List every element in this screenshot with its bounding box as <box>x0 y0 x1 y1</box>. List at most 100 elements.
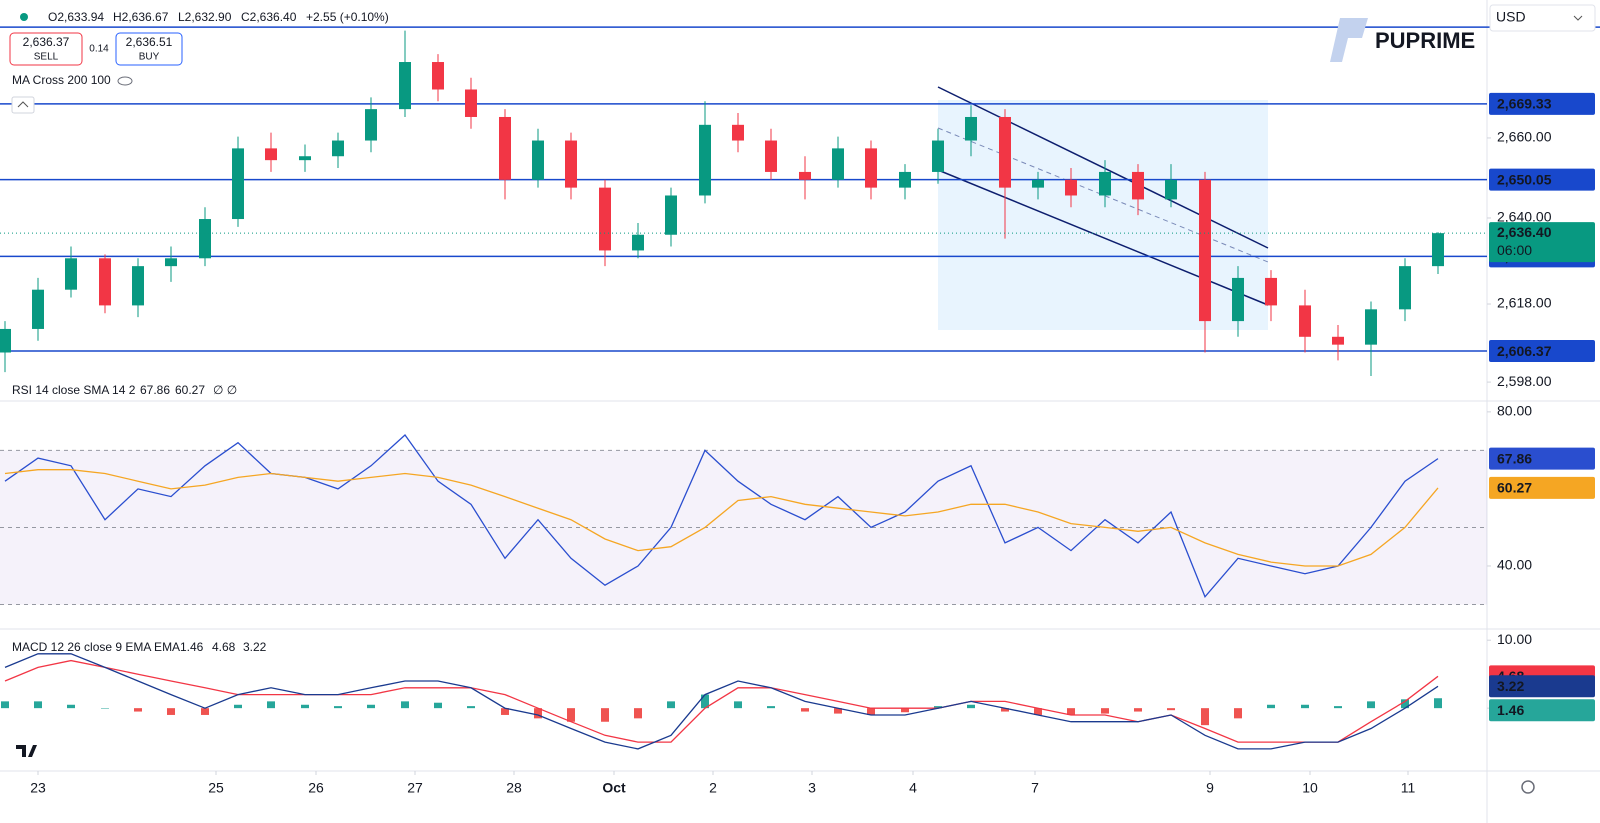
y-tick-label: 2,660.00 <box>1497 129 1552 145</box>
macd-histogram-bar <box>801 708 809 712</box>
macd-title: MACD 12 26 close 9 EMA EMA <box>12 640 180 654</box>
macd-histogram-bar <box>1334 706 1342 709</box>
candle-body <box>99 258 111 306</box>
buy-button[interactable]: 2,636.51 BUY <box>115 32 183 66</box>
candle-body <box>1299 305 1311 337</box>
candle-body <box>532 140 544 180</box>
candle-body <box>1065 179 1077 196</box>
settings-icon[interactable] <box>1521 780 1535 794</box>
macd-histogram-bar <box>901 708 909 713</box>
x-tick-label: 9 <box>1206 780 1214 796</box>
macd-histogram-bar <box>1434 698 1442 709</box>
macd-histogram-bar <box>667 701 675 709</box>
macd-histogram-bar <box>101 708 109 709</box>
candle-body <box>632 234 644 251</box>
x-tick-label: 27 <box>407 780 423 796</box>
candle-body <box>499 116 511 180</box>
candle-body <box>332 140 344 157</box>
macd-histogram-bar <box>534 708 542 719</box>
level-label: 2,669.33 <box>1497 96 1552 112</box>
macd-badge-bg <box>1489 699 1595 722</box>
candle-body <box>32 289 44 329</box>
sell-label[interactable]: SELL <box>34 52 59 63</box>
level-label-bg <box>1489 168 1595 191</box>
macd-histogram-bar <box>1367 701 1375 709</box>
candle-body <box>732 124 744 141</box>
rsi-line <box>4 434 1439 599</box>
macd-histogram-bar <box>567 708 575 722</box>
macd-histogram-bar <box>934 706 942 709</box>
macd-histogram-bar <box>201 708 209 715</box>
currency[interactable]: USD <box>1496 9 1526 25</box>
level-label-bg <box>1489 340 1595 363</box>
y-tick-label: 40.00 <box>1497 557 1532 573</box>
candle-body <box>1032 179 1044 188</box>
status-dot <box>20 13 28 21</box>
macd-legend-value: 3.22 <box>243 640 267 654</box>
candle-body <box>565 140 577 188</box>
rsi-legend-extra: ∅ ∅ <box>213 383 237 397</box>
x-tick-label: 28 <box>506 780 522 796</box>
candle-body <box>699 124 711 196</box>
last-price-bg <box>1489 222 1595 263</box>
channel-lower <box>937 169 1269 306</box>
x-tick-label: 26 <box>308 780 324 796</box>
spread: 0.14 <box>89 44 109 55</box>
chevron <box>1573 15 1583 21</box>
candle-body <box>1265 277 1277 306</box>
buy-box[interactable] <box>115 32 183 66</box>
y-tick-label: 2,618.00 <box>1497 295 1552 311</box>
sell-box[interactable] <box>9 32 83 66</box>
candle-body <box>932 140 944 172</box>
macd-histogram-bar <box>601 708 609 722</box>
macd-histogram-bar <box>434 702 442 709</box>
candle-body <box>132 266 144 306</box>
level-label-bg <box>1489 92 1595 115</box>
buy-label[interactable]: BUY <box>139 52 160 63</box>
rsi-badge: 60.27 <box>1497 480 1532 496</box>
macd-histogram-bar <box>0 701 9 709</box>
plot: 2,660.00 2,640.00 2,618.00 2,598.00 2,669.33… <box>0 26 1600 796</box>
candle-body <box>465 89 477 117</box>
candle-body <box>165 258 177 267</box>
macd-histogram-bar <box>334 706 342 709</box>
macd-histogram-bar <box>1101 708 1109 714</box>
candle-body <box>1332 336 1344 345</box>
macd-histogram-bar <box>967 704 975 709</box>
collapse-button[interactable] <box>11 96 35 114</box>
y-tick-label: 10.00 <box>1497 631 1532 647</box>
currency-dropdown[interactable]: USD <box>1489 4 1596 32</box>
candle-body <box>899 171 911 188</box>
macd-histogram-bar <box>167 708 175 715</box>
sell-button[interactable]: 2,636.37 SELL <box>9 32 83 66</box>
candle-body <box>865 148 877 188</box>
candle-body <box>299 156 311 161</box>
macd-histogram-bar <box>1134 708 1142 712</box>
y-tick-label: 2,640.00 <box>1497 209 1552 225</box>
buy-price[interactable]: 2,636.51 <box>126 35 173 49</box>
currency-box[interactable] <box>1489 4 1596 32</box>
candle-body <box>1432 233 1444 267</box>
macd-histogram-bar <box>1234 708 1242 719</box>
y-tick-label: 80.00 <box>1497 403 1532 419</box>
macd-histogram-bar <box>867 708 875 715</box>
last-price-label: 2,636.40 <box>1497 224 1552 240</box>
macd-histogram-bar <box>1001 708 1009 712</box>
candle-body <box>1232 277 1244 322</box>
sell-price[interactable]: 2,636.37 <box>23 35 70 49</box>
ohlc-low: L2,632.90 <box>178 10 232 24</box>
candle-body <box>1165 179 1177 200</box>
ohlc-close: C2,636.40 <box>241 10 297 24</box>
macd-histogram-bar <box>34 701 42 709</box>
candle-body <box>1099 171 1111 196</box>
candle-body <box>365 109 377 141</box>
logo-mark <box>1330 18 1368 62</box>
eye-icon[interactable] <box>117 76 133 86</box>
macd-histogram-bar <box>301 704 309 709</box>
candle-body <box>265 148 277 161</box>
rsi-band <box>0 450 1487 605</box>
rsi-badge-bg <box>1489 447 1595 470</box>
countdown: 06:00 <box>1497 242 1532 258</box>
macd-badge-bg <box>1489 675 1595 698</box>
x-tick-label: Oct <box>602 780 626 796</box>
